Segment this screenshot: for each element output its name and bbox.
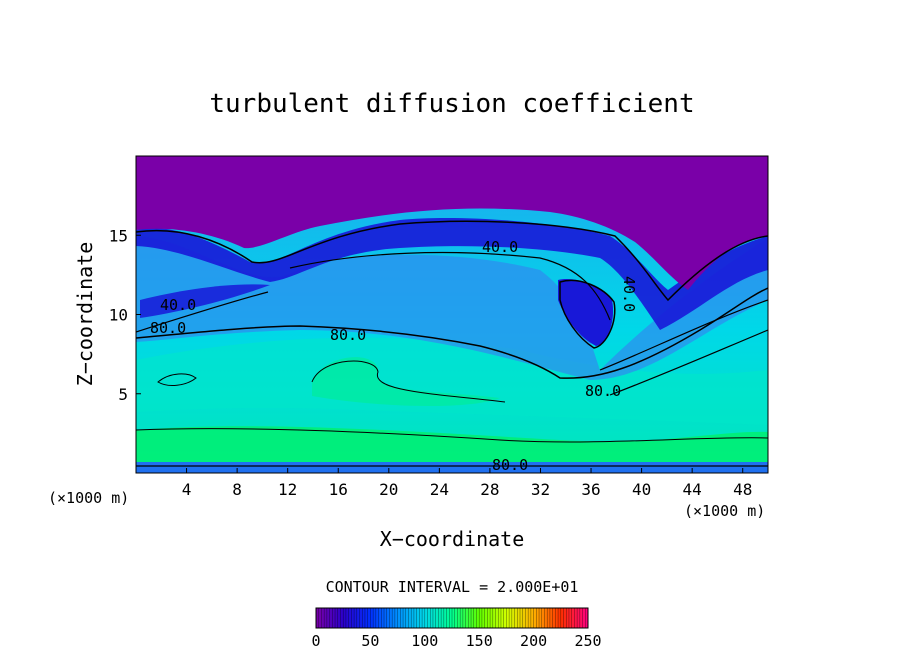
y-axis-label: Z−coordinate <box>73 242 97 387</box>
x-unit-right: (×1000 m) <box>684 502 765 520</box>
contour-interval-text: CONTOUR INTERVAL = 2.000E+01 <box>326 578 579 596</box>
field-left-streak <box>140 284 270 318</box>
x-tick-label: 44 <box>683 480 702 499</box>
chart-title: turbulent diffusion coefficient <box>209 89 694 119</box>
colorbar-tick-label: 50 <box>361 632 379 650</box>
contour-lines <box>136 220 768 467</box>
field-purple-top <box>136 156 768 290</box>
y-tick-label: 5 <box>118 385 128 404</box>
contour-lower <box>136 428 768 443</box>
x-tick-label: 20 <box>379 480 398 499</box>
x-tick-label: 24 <box>430 480 449 499</box>
contour-labels: 40.0 40.0 80.0 80.0 80.0 80.0 40.0 <box>150 238 638 474</box>
colorbar-ticks: 0 50 100 150 200 250 <box>311 632 601 650</box>
heatmap-field <box>136 156 768 473</box>
contour-40-upper <box>136 220 768 302</box>
y-tick-label: 10 <box>109 306 128 325</box>
colorbar-stripes <box>315 608 589 628</box>
field-aqua-band <box>136 337 768 425</box>
x-tick-label: 40 <box>632 480 651 499</box>
contour-pocket <box>559 279 616 349</box>
x-tick-label: 12 <box>278 480 297 499</box>
x-tick-label: 36 <box>581 480 600 499</box>
field-light-blue-upper <box>136 236 768 380</box>
contour-label: 80.0 <box>150 319 186 337</box>
colorbar-tick-label: 200 <box>520 632 547 650</box>
colorbar-tick-label: 150 <box>466 632 493 650</box>
x-tick-label: 4 <box>182 480 192 499</box>
colorbar-tick-label: 250 <box>574 632 601 650</box>
x-tick-label: 8 <box>232 480 242 499</box>
contour-label: 40.0 <box>620 276 638 312</box>
x-tick-label: 32 <box>531 480 550 499</box>
field-green-band <box>136 426 768 462</box>
x-tick-label: 16 <box>329 480 348 499</box>
contour-right-streak-2 <box>609 329 768 396</box>
contour-right-streak-1 <box>599 299 768 371</box>
field-dark-blue-pocket <box>558 279 614 346</box>
contour-left-small <box>157 373 197 386</box>
x-axis-label: X−coordinate <box>380 527 525 551</box>
x-unit-left: (×1000 m) <box>48 489 129 507</box>
contour-label: 80.0 <box>492 456 528 474</box>
contour-label: 80.0 <box>585 382 621 400</box>
x-tick-label: 48 <box>733 480 752 499</box>
field-bottom-strip <box>136 462 768 473</box>
contour-label: 40.0 <box>160 296 196 314</box>
contour-80-main <box>136 287 768 379</box>
y-axis-ticks: 5 10 15 <box>109 226 141 404</box>
contour-blob <box>311 360 506 403</box>
y-tick-label: 15 <box>109 226 128 245</box>
contour-label: 80.0 <box>330 326 366 344</box>
contour-label: 40.0 <box>482 238 518 256</box>
x-axis-ticks: 4 8 12 16 20 24 28 32 36 40 44 48 <box>182 468 752 499</box>
x-tick-label: 28 <box>480 480 499 499</box>
colorbar-tick-label: 100 <box>411 632 438 650</box>
field-dark-blue-band <box>136 217 768 330</box>
colorbar-tick-label: 0 <box>311 632 320 650</box>
contour-80-left <box>136 291 269 333</box>
contour-40-inner <box>289 251 611 321</box>
